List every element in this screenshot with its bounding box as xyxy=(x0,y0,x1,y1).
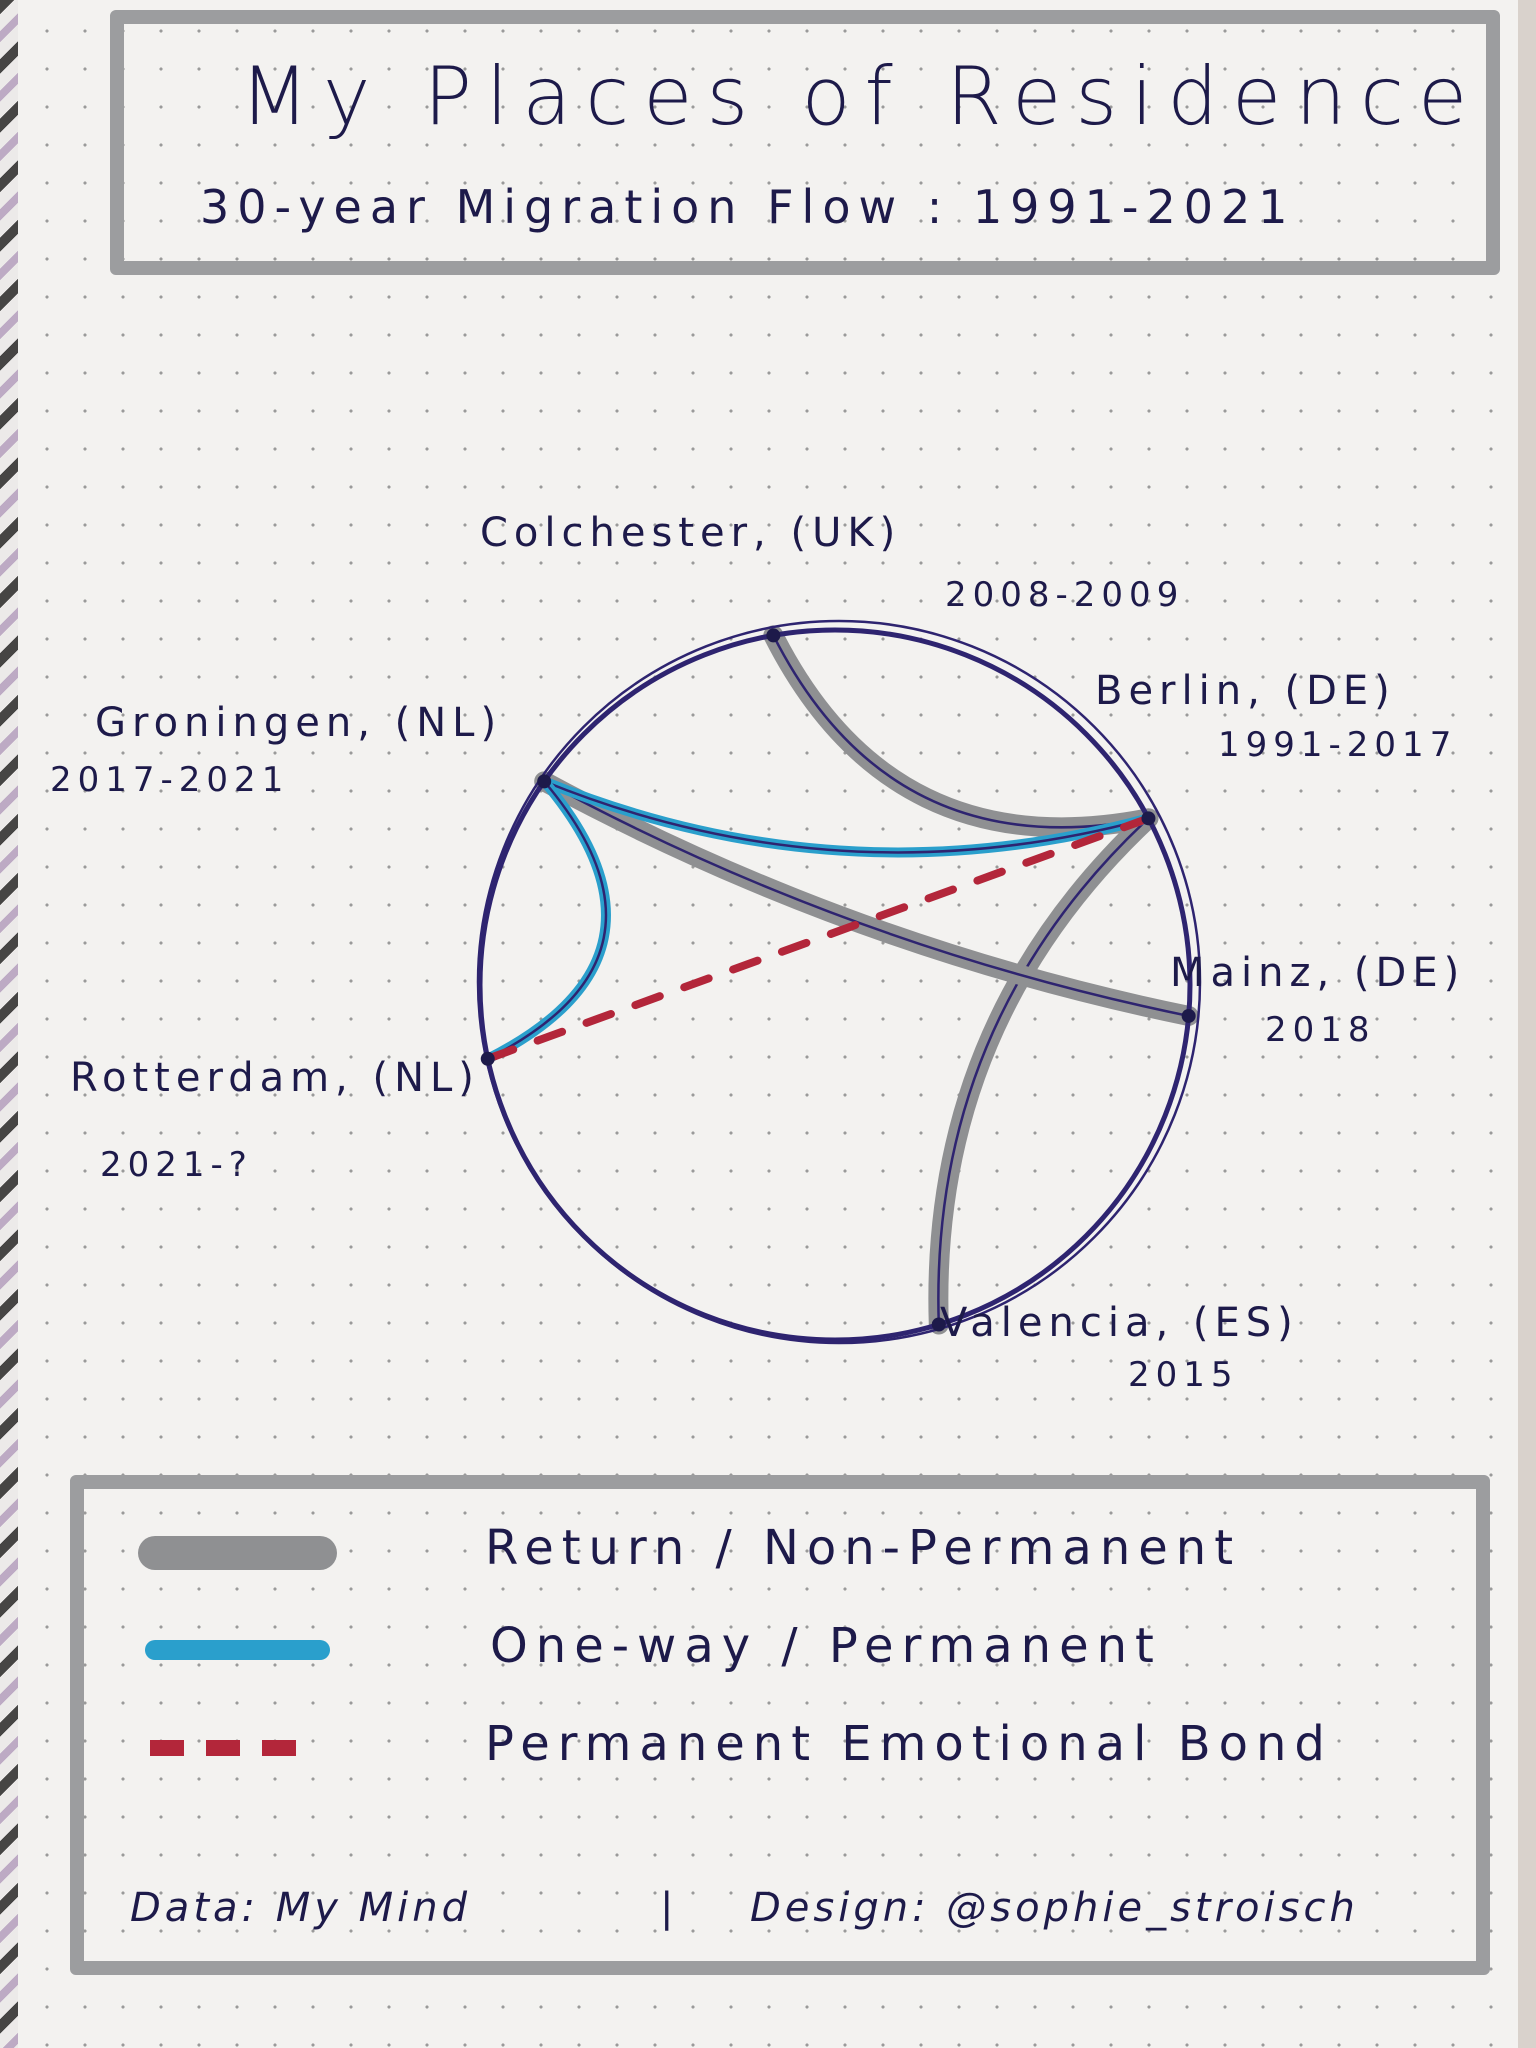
place-years-colchester: 2008-2009 xyxy=(945,575,1185,615)
flow-layer xyxy=(482,625,1199,1335)
credit-data: Data: My Mind xyxy=(130,1885,471,1931)
place-years-valencia: 2015 xyxy=(1128,1355,1239,1395)
place-node-5 xyxy=(537,774,552,789)
location-ring xyxy=(477,627,1193,1343)
node-layer xyxy=(480,628,1196,1332)
place-node-0 xyxy=(766,628,781,643)
legend-label-return: Return / Non-Permanent xyxy=(485,1520,1242,1576)
flow-ink-3 xyxy=(543,780,1149,854)
place-label-mainz: Mainz, (DE) xyxy=(1170,950,1466,996)
legend-swatches xyxy=(138,1536,337,1756)
credit-design: Design: @sophie_stroisch xyxy=(750,1885,1359,1931)
legend-label-one-way: One-way / Permanent xyxy=(490,1618,1162,1674)
place-node-1 xyxy=(1141,811,1156,826)
title-frame xyxy=(110,10,1500,275)
flow-ink-0 xyxy=(772,634,1149,829)
flow-emotional-bond-5 xyxy=(483,814,1153,1063)
place-label-valencia: Valencia, (ES) xyxy=(940,1300,1299,1346)
legend-frame xyxy=(70,1475,1490,1975)
place-label-colchester: Colchester, (UK) xyxy=(480,510,902,556)
flow-ink-1 xyxy=(937,817,1150,1325)
place-node-3 xyxy=(931,1317,946,1332)
credit-separator: | xyxy=(660,1885,678,1931)
flow-one-way-4 xyxy=(482,776,611,1064)
place-label-groningen: Groningen, (NL) xyxy=(95,700,503,746)
place-years-rotterdam: 2021-? xyxy=(100,1145,253,1185)
flow-return-1 xyxy=(928,808,1159,1335)
dotted-paper xyxy=(18,0,1518,2048)
flow-ink-4 xyxy=(487,780,608,1060)
place-years-berlin: 1991-2017 xyxy=(1218,725,1458,765)
place-node-4 xyxy=(480,1051,495,1066)
place-years-groningen: 2017-2021 xyxy=(50,760,290,800)
location-ring-outline xyxy=(476,619,1202,1345)
page-title: My Places of Residence xyxy=(240,50,1482,143)
place-label-rotterdam: Rotterdam, (NL) xyxy=(70,1055,480,1101)
flow-return-0 xyxy=(763,625,1159,838)
place-years-mainz: 2018 xyxy=(1265,1010,1376,1050)
flow-one-way-3 xyxy=(539,776,1154,858)
place-label-berlin: Berlin, (DE) xyxy=(1095,668,1396,714)
place-node-2 xyxy=(1181,1008,1196,1023)
legend-label-emotional-bond: Permanent Emotional Bond xyxy=(485,1716,1333,1772)
page-subtitle: 30-year Migration Flow : 1991-2021 xyxy=(200,180,1296,234)
